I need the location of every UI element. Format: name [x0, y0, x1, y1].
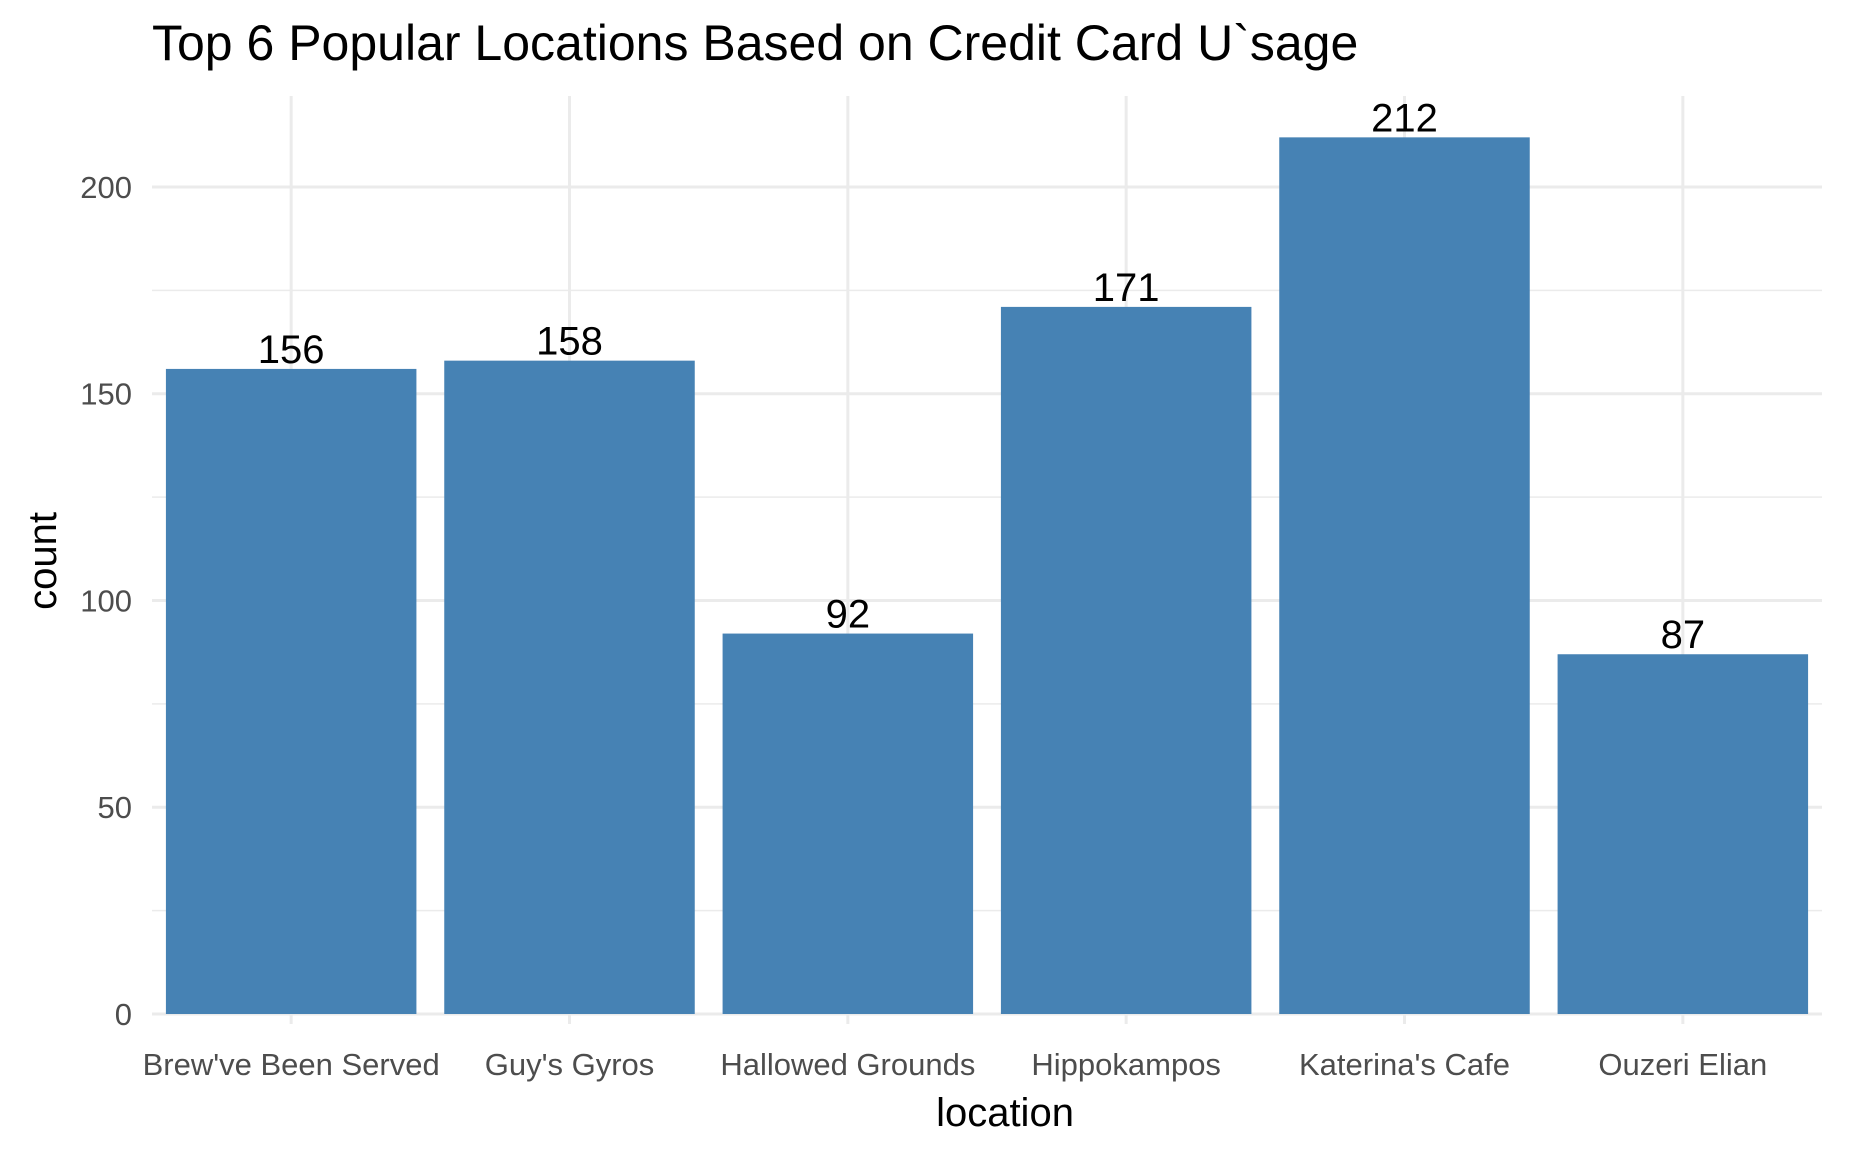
x-tick-label: Hippokampos [1031, 1047, 1221, 1082]
bar [1557, 654, 1809, 1014]
bar [444, 360, 695, 1014]
x-tick-label: Katerina's Cafe [1299, 1047, 1510, 1082]
y-axis-ticks: 0 50 100 150 200 [80, 170, 132, 1032]
bar [1000, 306, 1252, 1014]
chart-title: Top 6 Popular Locations Based on Credit … [152, 15, 1358, 71]
data-label: 158 [536, 320, 603, 364]
data-label: 171 [1093, 266, 1160, 310]
bars [165, 137, 1809, 1015]
y-tick-label: 100 [80, 583, 132, 618]
x-tick-label: Ouzeri Elian [1598, 1047, 1767, 1082]
x-axis-title: location [936, 1091, 1074, 1135]
x-tick-label: Guy's Gyros [485, 1047, 655, 1082]
x-axis-ticks: Brew've Been Served Guy's Gyros Hallowed G… [143, 1047, 1768, 1082]
data-label: 92 [826, 593, 871, 637]
x-tick-label: Hallowed Grounds [720, 1047, 975, 1082]
y-tick-label: 150 [80, 377, 132, 412]
x-tick-label: Brew've Been Served [143, 1047, 440, 1082]
data-label: 212 [1371, 96, 1438, 140]
bar [722, 633, 974, 1014]
y-tick-label: 200 [80, 170, 132, 205]
y-tick-label: 50 [98, 790, 132, 825]
data-label: 156 [258, 328, 325, 372]
y-axis-title: count [21, 512, 65, 610]
y-tick-label: 0 [115, 997, 132, 1032]
bar [165, 368, 417, 1014]
data-labels: 156 158 92 171 212 87 [258, 96, 1705, 657]
data-label: 87 [1661, 613, 1706, 657]
bar [1279, 137, 1530, 1015]
